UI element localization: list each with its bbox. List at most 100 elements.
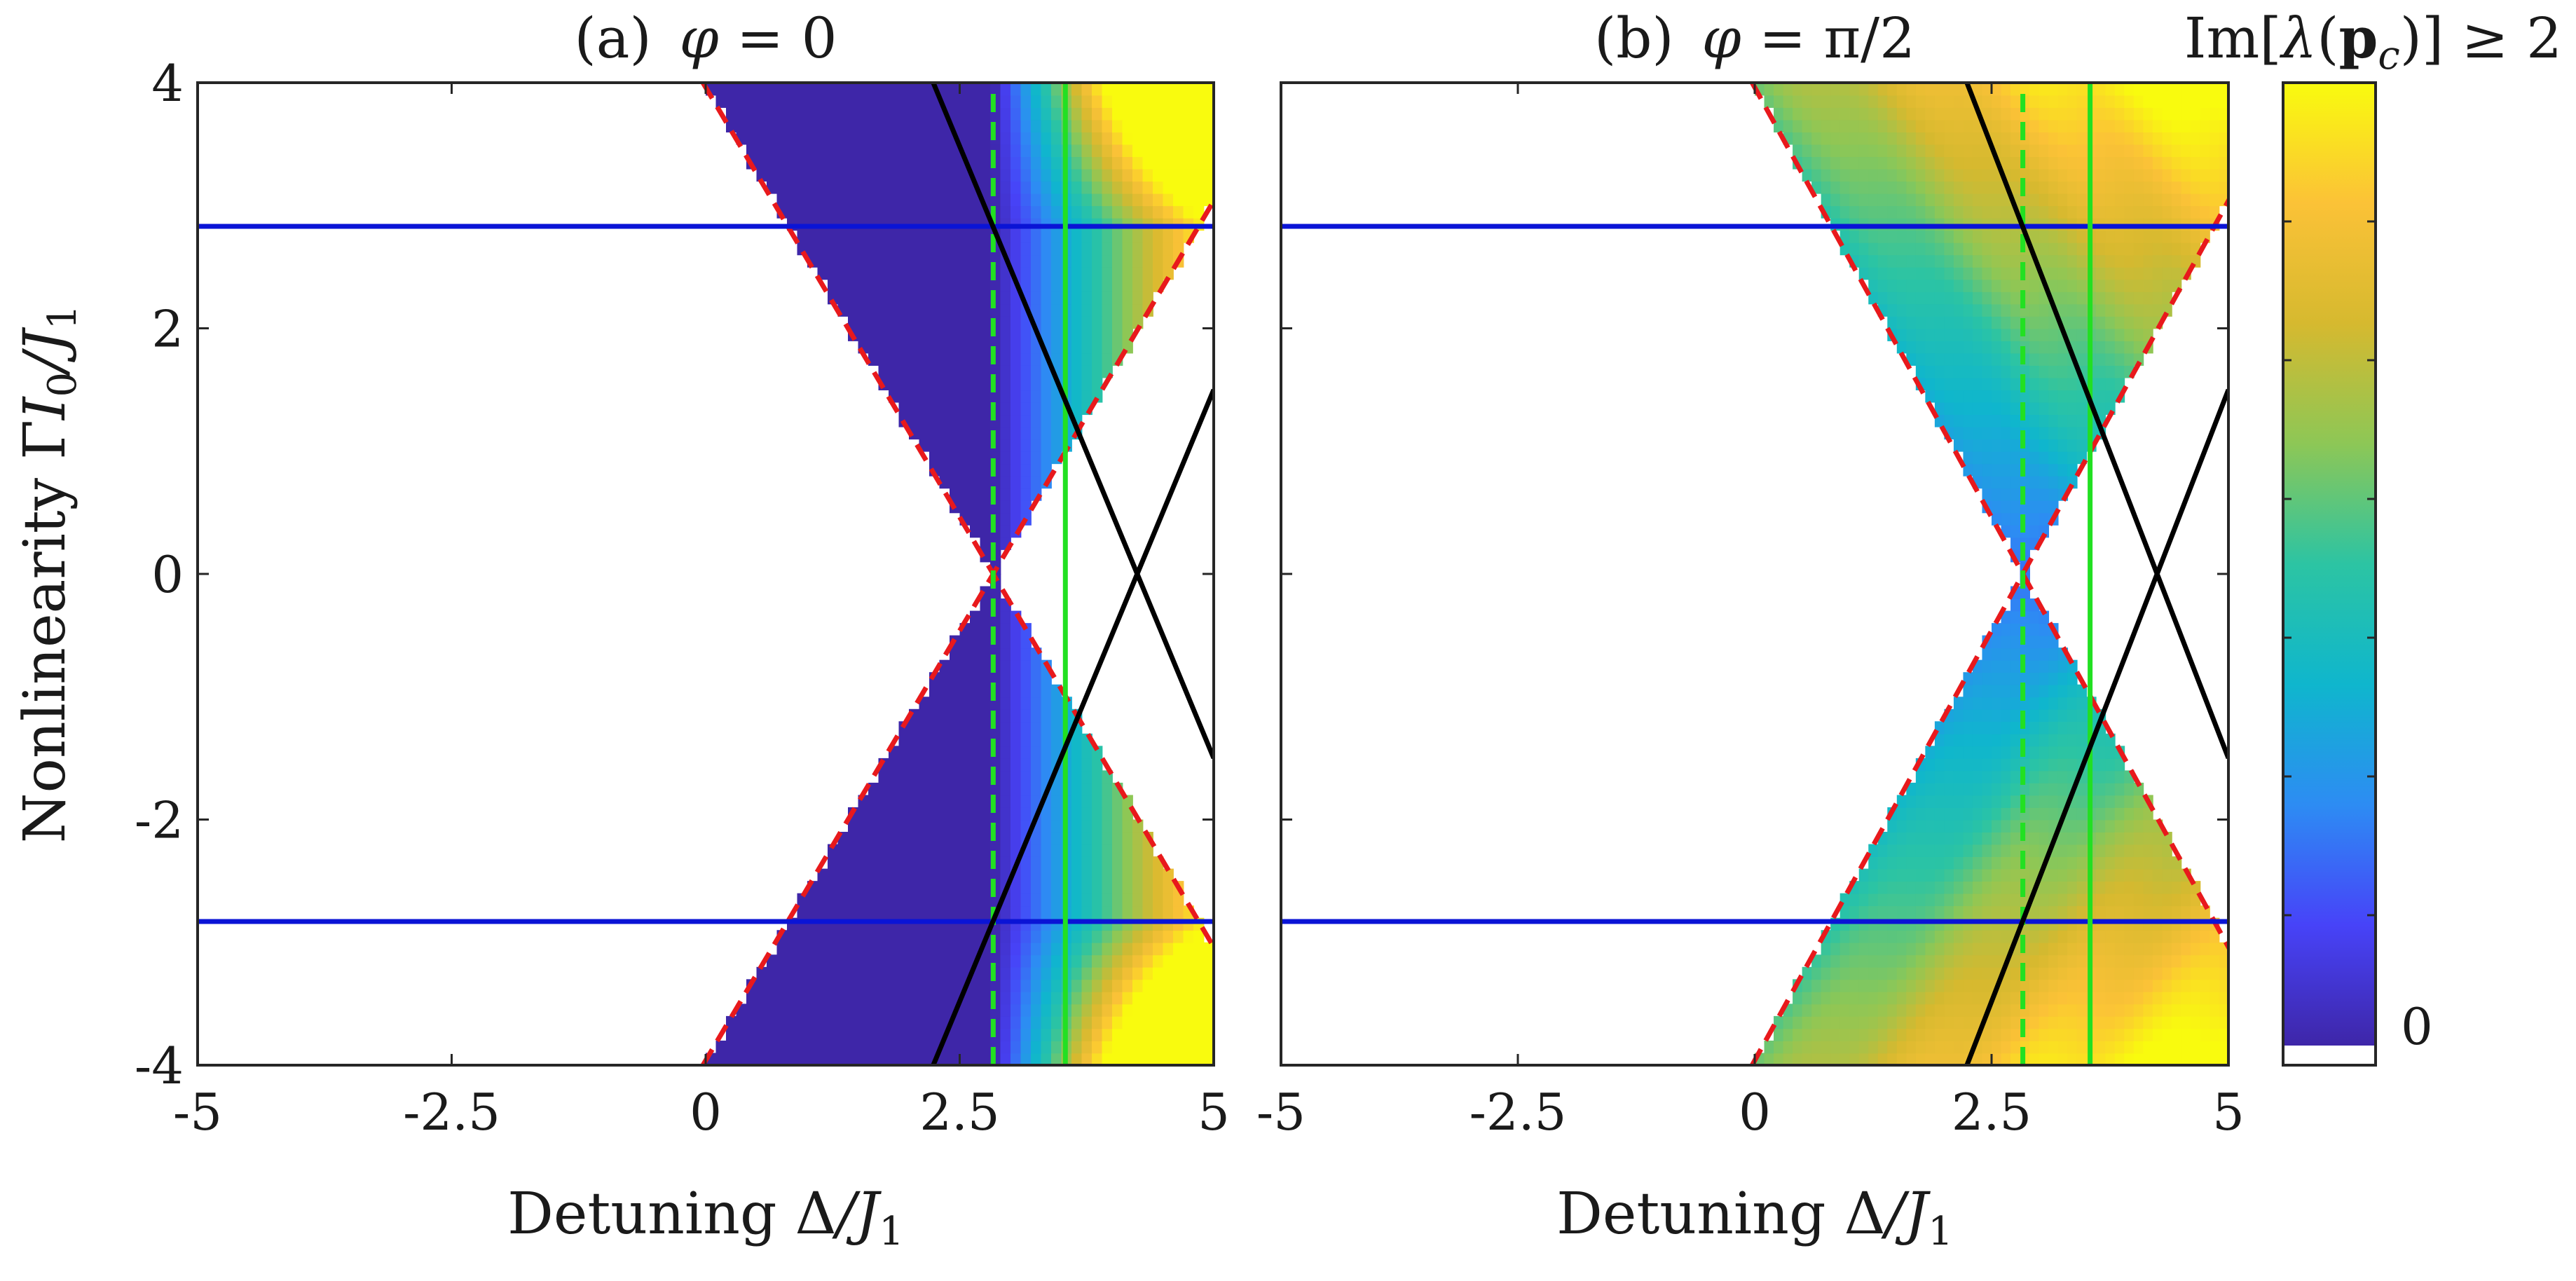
heatmap-cell bbox=[929, 832, 940, 845]
heatmap-cell bbox=[1849, 193, 1860, 207]
heatmap-cell bbox=[1963, 905, 1973, 919]
heatmap-cell bbox=[1051, 708, 1062, 722]
heatmap-cell bbox=[1031, 451, 1042, 465]
heatmap-cell bbox=[950, 746, 961, 759]
heatmap-cell bbox=[1102, 905, 1113, 919]
heatmap-cell bbox=[746, 991, 758, 1005]
heatmap-cell bbox=[1031, 758, 1042, 772]
heatmap-cell bbox=[1944, 905, 1954, 919]
heatmap-cell bbox=[1953, 315, 1964, 329]
heatmap-cell bbox=[1992, 328, 2002, 341]
heatmap-cell bbox=[1830, 132, 1841, 145]
heatmap-cell bbox=[1020, 488, 1032, 501]
heatmap-cell bbox=[1092, 1003, 1103, 1017]
heatmap-cell bbox=[1944, 795, 1954, 808]
heatmap-cell bbox=[929, 893, 940, 907]
heatmap-cell bbox=[1051, 341, 1062, 354]
heatmap-cell bbox=[726, 1028, 737, 1041]
heatmap-cell bbox=[1934, 181, 1945, 194]
heatmap-cell bbox=[2057, 942, 2069, 956]
heatmap-cell bbox=[1010, 488, 1022, 501]
heatmap-cell bbox=[1963, 451, 1973, 465]
heatmap-cell bbox=[1972, 966, 1983, 980]
heatmap-cell bbox=[2057, 721, 2069, 734]
heatmap-cell bbox=[1153, 230, 1164, 243]
heatmap-cell bbox=[970, 365, 981, 378]
panel-a-ylabel: Nonlinearity ΓI0/J1 bbox=[12, 305, 85, 843]
heatmap-cell bbox=[2048, 648, 2059, 661]
heatmap-cell bbox=[2133, 83, 2144, 96]
heatmap-cell bbox=[1081, 942, 1092, 956]
heatmap-cell bbox=[828, 107, 839, 121]
heatmap-cell bbox=[2001, 905, 2011, 919]
heatmap-cell bbox=[2010, 782, 2021, 796]
heatmap-cell bbox=[2152, 205, 2163, 219]
heatmap-cell bbox=[909, 807, 920, 821]
heatmap-cell bbox=[1925, 144, 1936, 158]
heatmap-cell bbox=[1953, 1015, 1964, 1029]
heatmap-cell bbox=[1982, 807, 1992, 821]
heatmap-cell bbox=[2200, 1053, 2210, 1065]
heatmap-cell bbox=[1122, 1040, 1133, 1054]
heatmap-cell bbox=[959, 315, 971, 329]
heatmap-cell bbox=[2076, 844, 2088, 857]
heatmap-cell bbox=[2105, 991, 2116, 1005]
heatmap-cell bbox=[909, 1028, 920, 1041]
heatmap-cell bbox=[950, 390, 961, 403]
heatmap-cell bbox=[970, 205, 981, 219]
heatmap-cell bbox=[1010, 942, 1022, 956]
heatmap-cell bbox=[828, 966, 839, 980]
heatmap-cell bbox=[970, 341, 981, 354]
heatmap-cell bbox=[1163, 156, 1174, 170]
heatmap-cell bbox=[2209, 979, 2220, 992]
heatmap-cell bbox=[1010, 782, 1022, 796]
heatmap-cell bbox=[1934, 352, 1945, 366]
heatmap-cell bbox=[2048, 377, 2059, 391]
heatmap-cell bbox=[1934, 782, 1945, 796]
heatmap-cell bbox=[2057, 1015, 2069, 1029]
heatmap-cell bbox=[807, 119, 818, 132]
heatmap-cell bbox=[919, 132, 930, 145]
heatmap-cell bbox=[807, 132, 818, 145]
heatmap-cell bbox=[1925, 991, 1936, 1005]
heatmap-cell bbox=[2048, 193, 2059, 207]
heatmap-cell bbox=[837, 107, 849, 121]
heatmap-cell bbox=[939, 659, 950, 673]
heatmap-cell bbox=[1000, 83, 1011, 96]
heatmap-cell bbox=[1896, 315, 1907, 329]
heatmap-cell bbox=[2029, 746, 2040, 759]
heatmap-cell bbox=[1163, 1053, 1174, 1065]
heatmap-cell bbox=[1944, 966, 1954, 980]
heatmap-cell bbox=[1010, 291, 1022, 305]
heatmap-cell bbox=[1944, 856, 1954, 870]
heatmap-cell bbox=[919, 905, 930, 919]
heatmap-cell bbox=[1020, 807, 1032, 821]
heatmap-cell bbox=[1163, 132, 1174, 145]
heatmap-cell bbox=[1010, 659, 1022, 673]
heatmap-cell bbox=[776, 95, 788, 108]
heatmap-cell bbox=[939, 193, 950, 207]
heatmap-cell bbox=[2095, 746, 2106, 759]
heatmap-cell bbox=[1963, 107, 1973, 121]
heatmap-cell bbox=[2039, 979, 2050, 992]
heatmap-cell bbox=[1774, 1028, 1784, 1041]
heatmap-cell bbox=[1887, 868, 1898, 882]
heatmap-cell bbox=[1896, 893, 1907, 907]
heatmap-cell bbox=[1051, 966, 1062, 980]
heatmap-cell bbox=[1051, 205, 1062, 219]
heatmap-cell bbox=[1906, 881, 1917, 894]
heatmap-cell bbox=[1112, 95, 1123, 108]
heatmap-cell bbox=[2067, 893, 2078, 907]
heatmap-cell bbox=[2200, 181, 2210, 194]
heatmap-cell bbox=[1132, 893, 1144, 907]
heatmap-cell bbox=[2001, 426, 2011, 440]
heatmap-cell bbox=[787, 193, 798, 207]
heatmap-cell bbox=[970, 893, 981, 907]
heatmap-cell bbox=[1896, 230, 1907, 243]
heatmap-cell bbox=[858, 930, 869, 943]
heatmap-cell bbox=[2095, 856, 2106, 870]
heatmap-cell bbox=[898, 1003, 910, 1017]
heatmap-cell bbox=[2114, 1015, 2125, 1029]
heatmap-cell bbox=[1982, 795, 1992, 808]
heatmap-cell bbox=[1010, 1015, 1022, 1029]
